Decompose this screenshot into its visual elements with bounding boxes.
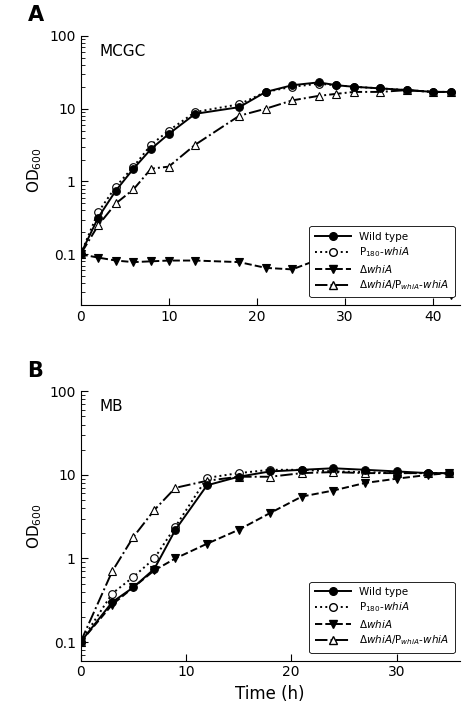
- Text: B: B: [27, 360, 43, 381]
- X-axis label: Time (h): Time (h): [236, 685, 305, 703]
- Text: A: A: [27, 5, 44, 25]
- Y-axis label: OD$_{600}$: OD$_{600}$: [25, 148, 44, 193]
- Legend: Wild type, P$_{180}$-$\mathit{whiA}$, $\Delta\mathit{whiA}$, $\Delta\mathit{whiA: Wild type, P$_{180}$-$\mathit{whiA}$, $\…: [310, 226, 455, 297]
- Text: MB: MB: [100, 399, 123, 414]
- Y-axis label: OD$_{600}$: OD$_{600}$: [25, 503, 44, 549]
- Text: MCGC: MCGC: [100, 44, 146, 59]
- Legend: Wild type, P$_{180}$-$\mathit{whiA}$, $\Delta\mathit{whiA}$, $\Delta\mathit{whiA: Wild type, P$_{180}$-$\mathit{whiA}$, $\…: [310, 582, 455, 653]
